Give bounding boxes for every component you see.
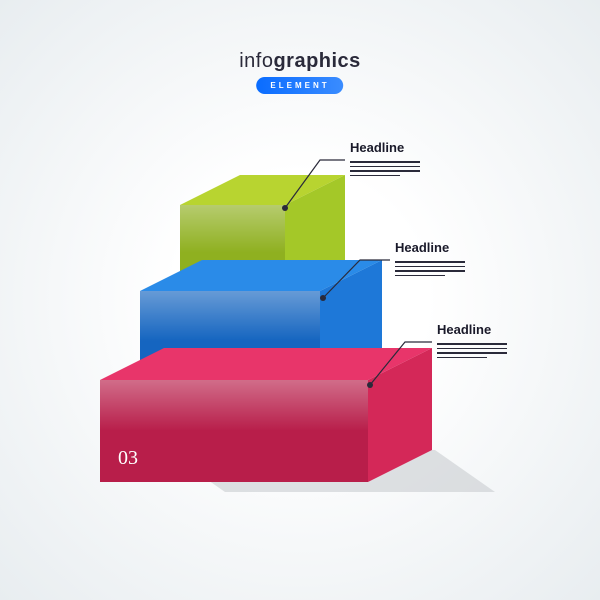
placeholder-line	[350, 170, 420, 172]
connector-dot	[282, 205, 288, 211]
placeholder-line	[350, 166, 420, 168]
placeholder-line	[350, 161, 420, 163]
placeholder-line	[437, 352, 507, 354]
block-03: 03	[100, 348, 432, 482]
placeholder-line	[395, 261, 465, 263]
callout-title: Headline	[350, 140, 420, 155]
placeholder-line	[395, 275, 445, 277]
placeholder-line	[437, 343, 507, 345]
callout-placeholder-lines	[395, 261, 465, 276]
callout-placeholder-lines	[437, 343, 507, 358]
callout-title: Headline	[437, 322, 507, 337]
callout-placeholder-lines	[350, 161, 420, 176]
connector-dot	[320, 295, 326, 301]
callout-title: Headline	[395, 240, 465, 255]
block-gloss	[100, 380, 368, 482]
placeholder-line	[350, 175, 400, 177]
callout-01: Headline	[350, 140, 420, 176]
callout-02: Headline	[395, 240, 465, 276]
block-number: 03	[118, 447, 138, 469]
connector-dot	[367, 382, 373, 388]
infographic-stage: 010203	[0, 0, 600, 600]
placeholder-line	[437, 348, 507, 350]
placeholder-line	[437, 357, 487, 359]
blocks-group: 010203	[100, 175, 432, 482]
placeholder-line	[395, 270, 465, 272]
placeholder-line	[395, 266, 465, 268]
callout-03: Headline	[437, 322, 507, 358]
